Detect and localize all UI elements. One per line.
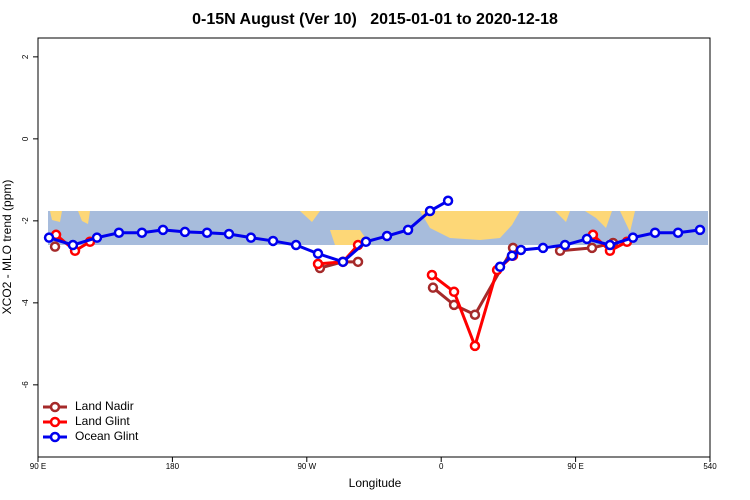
- legend-marker: [49, 401, 61, 413]
- data-point: [312, 258, 324, 270]
- series: [43, 195, 706, 273]
- data-point: [267, 235, 279, 247]
- legend-label: Land Glint: [75, 414, 130, 428]
- data-point: [672, 227, 684, 238]
- data-point: [136, 227, 148, 238]
- y-tick-label: -4: [21, 299, 30, 307]
- data-point: [157, 224, 169, 236]
- data-point: [245, 232, 257, 243]
- data-point: [649, 227, 661, 238]
- x-axis-label: Longitude: [349, 476, 402, 490]
- legend-label: Ocean Glint: [75, 429, 139, 443]
- data-point: [427, 282, 439, 293]
- data-point: [201, 227, 213, 238]
- data-point: [469, 340, 481, 352]
- y-tick-label: -6: [21, 381, 30, 389]
- data-point: [559, 239, 571, 251]
- data-point: [402, 224, 414, 236]
- data-point: [360, 236, 372, 248]
- data-point: [337, 256, 349, 268]
- legend-marker: [49, 431, 61, 443]
- legend-marker: [49, 416, 61, 428]
- y-axis-label: XCO2 - MLO trend (ppm): [0, 180, 14, 315]
- data-point: [290, 239, 302, 251]
- data-point: [352, 256, 364, 268]
- data-point: [604, 239, 616, 251]
- map-land: [50, 211, 635, 245]
- data-point: [67, 239, 79, 251]
- data-point: [442, 195, 454, 207]
- data-point: [223, 228, 235, 240]
- x-tick-label: 180: [166, 462, 180, 471]
- x-tick-label: 540: [703, 462, 717, 471]
- x-tick-label: 90 E: [30, 462, 46, 471]
- x-tick-label: 0: [439, 462, 444, 471]
- data-point: [506, 250, 518, 261]
- data-point: [113, 227, 125, 238]
- y-tick-label: 2: [21, 54, 30, 59]
- chart-title: 0-15N August (Ver 10) 2015-01-01 to 2020…: [192, 11, 558, 28]
- data-point: [91, 232, 103, 243]
- data-point: [312, 248, 324, 259]
- data-point: [586, 242, 598, 254]
- y-tick-label: 0: [21, 136, 30, 141]
- data-point: [581, 233, 593, 245]
- x-tick-label: 90 E: [567, 462, 583, 471]
- x-tick-label: 90 W: [297, 462, 316, 471]
- data-point: [494, 261, 506, 273]
- data-point: [469, 309, 481, 320]
- legend-label: Land Nadir: [75, 399, 134, 413]
- y-tick-label: -2: [21, 217, 30, 225]
- data-point: [694, 224, 706, 236]
- plot-frame: [37, 37, 711, 458]
- data-point: [381, 230, 393, 242]
- data-point: [426, 269, 438, 281]
- data-point: [448, 286, 460, 298]
- data-point: [627, 232, 639, 243]
- data-point: [43, 232, 55, 243]
- data-point: [179, 226, 191, 238]
- data-point: [424, 205, 436, 217]
- data-point: [537, 242, 549, 254]
- data-point: [515, 244, 527, 256]
- data-point: [49, 241, 61, 252]
